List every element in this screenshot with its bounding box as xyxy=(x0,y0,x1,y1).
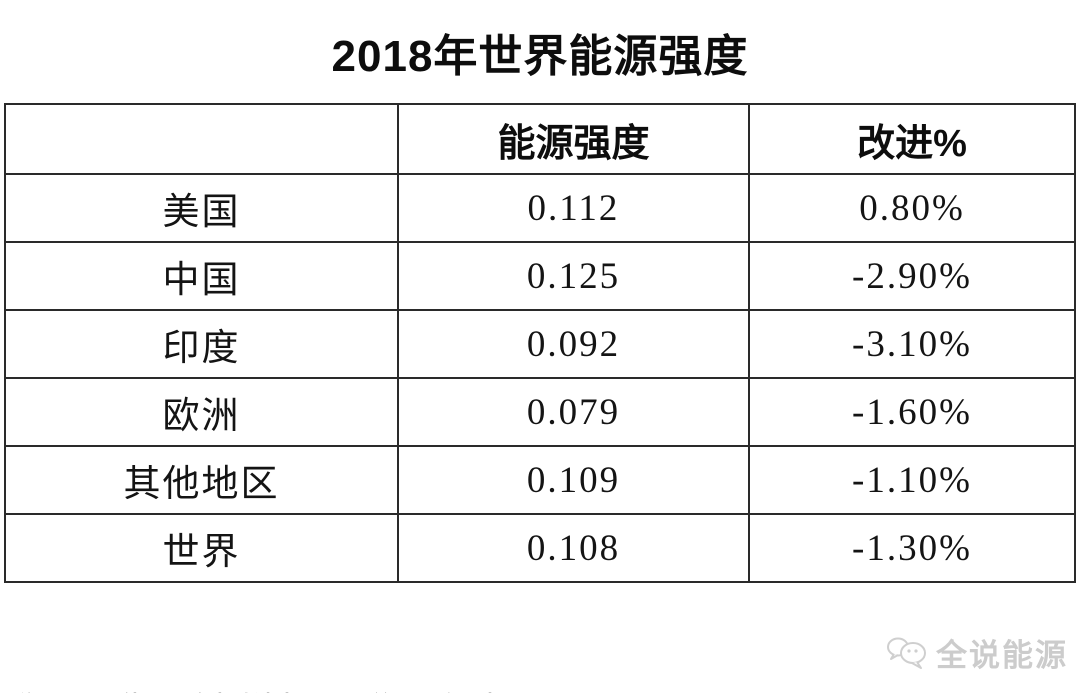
header-energy-intensity: 能源强度 xyxy=(397,103,750,175)
intensity-cell: 0.109 xyxy=(397,445,750,515)
table-header-row: 能源强度 改进% xyxy=(4,103,1076,175)
improvement-cell: -1.10% xyxy=(748,445,1076,515)
region-cell: 世界 xyxy=(4,513,399,583)
header-region-blank xyxy=(4,103,399,175)
table-row: 其他地区 0.109 -1.10% xyxy=(4,445,1076,515)
page-title: 2018年世界能源强度 xyxy=(331,32,749,81)
energy-intensity-table: 能源强度 改进% 美国 0.112 0.80% 中国 0.125 -2.90% … xyxy=(4,103,1076,583)
intensity-cell: 0.108 xyxy=(397,513,750,583)
table-row: 印度 0.092 -3.10% xyxy=(4,309,1076,379)
table-row: 欧洲 0.079 -1.60% xyxy=(4,377,1076,447)
improvement-cell: -1.60% xyxy=(748,377,1076,447)
watermark: 全说能源 xyxy=(886,630,1068,675)
watermark-text: 全说能源 xyxy=(936,638,1068,673)
intensity-cell: 0.112 xyxy=(397,173,750,243)
improvement-cell: -1.30% xyxy=(748,513,1076,583)
region-cell: 印度 xyxy=(4,309,399,379)
table-row: 美国 0.112 0.80% xyxy=(4,173,1076,243)
region-cell: 美国 xyxy=(4,173,399,243)
improvement-cell: -3.10% xyxy=(748,309,1076,379)
region-cell: 其他地区 xyxy=(4,445,399,515)
intensity-cell: 0.092 xyxy=(397,309,750,379)
table-row: 中国 0.125 -2.90% xyxy=(4,241,1076,311)
region-cell: 欧洲 xyxy=(4,377,399,447)
improvement-cell: -2.90% xyxy=(748,241,1076,311)
intensity-cell: 0.125 xyxy=(397,241,750,311)
table-row: 世界 0.108 -1.30% xyxy=(4,513,1076,583)
wechat-icon xyxy=(886,635,928,671)
region-cell: 中国 xyxy=(4,241,399,311)
footnotes: 说 明：能源强度为吨油当量/1000美元，购买力平价。 资料来源：国际能源署，2… xyxy=(12,625,793,693)
improvement-cell: 0.80% xyxy=(748,173,1076,243)
intensity-cell: 0.079 xyxy=(397,377,750,447)
header-improvement: 改进% xyxy=(748,103,1076,175)
note-explanation: 说 明：能源强度为吨油当量/1000美元，购买力平价。 xyxy=(12,689,793,693)
